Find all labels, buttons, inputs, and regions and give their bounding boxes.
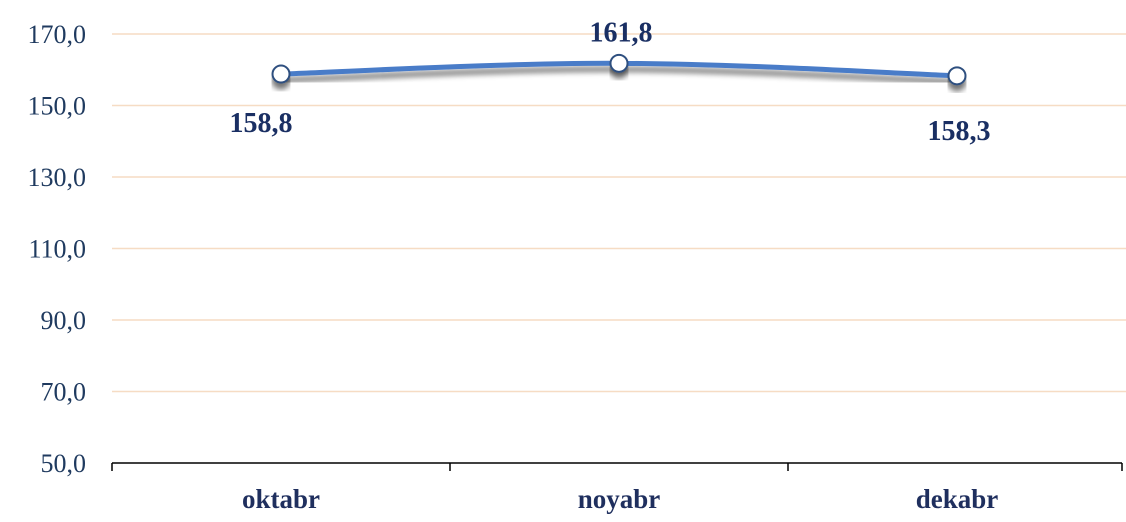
x-tick-label: noyabr (578, 484, 661, 514)
axes: 50,0 70,0 90,0 110,0 130,0 150,0 170,0 oktabr no… (28, 20, 1123, 514)
y-tick-label: 70,0 (41, 378, 87, 407)
x-tick-label: oktabr (242, 484, 320, 514)
x-tick-label: dekabr (916, 484, 999, 514)
data-label: 158,3 (928, 116, 991, 147)
y-tick-label: 130,0 (28, 163, 87, 192)
y-tick-label: 50,0 (41, 449, 87, 478)
y-tick-label: 110,0 (28, 235, 86, 264)
data-point-marker (271, 64, 291, 84)
data-point-marker (947, 66, 967, 86)
y-tick-label: 90,0 (41, 306, 87, 335)
series-line-group (271, 53, 967, 86)
data-labels: 158,8 161,8 158,3 (230, 17, 991, 147)
data-label: 161,8 (590, 17, 653, 48)
data-point-marker (609, 53, 629, 73)
gridlines (112, 33, 1126, 393)
y-tick-label: 170,0 (28, 20, 87, 49)
data-label: 158,8 (230, 108, 293, 139)
y-tick-label: 150,0 (28, 92, 87, 121)
